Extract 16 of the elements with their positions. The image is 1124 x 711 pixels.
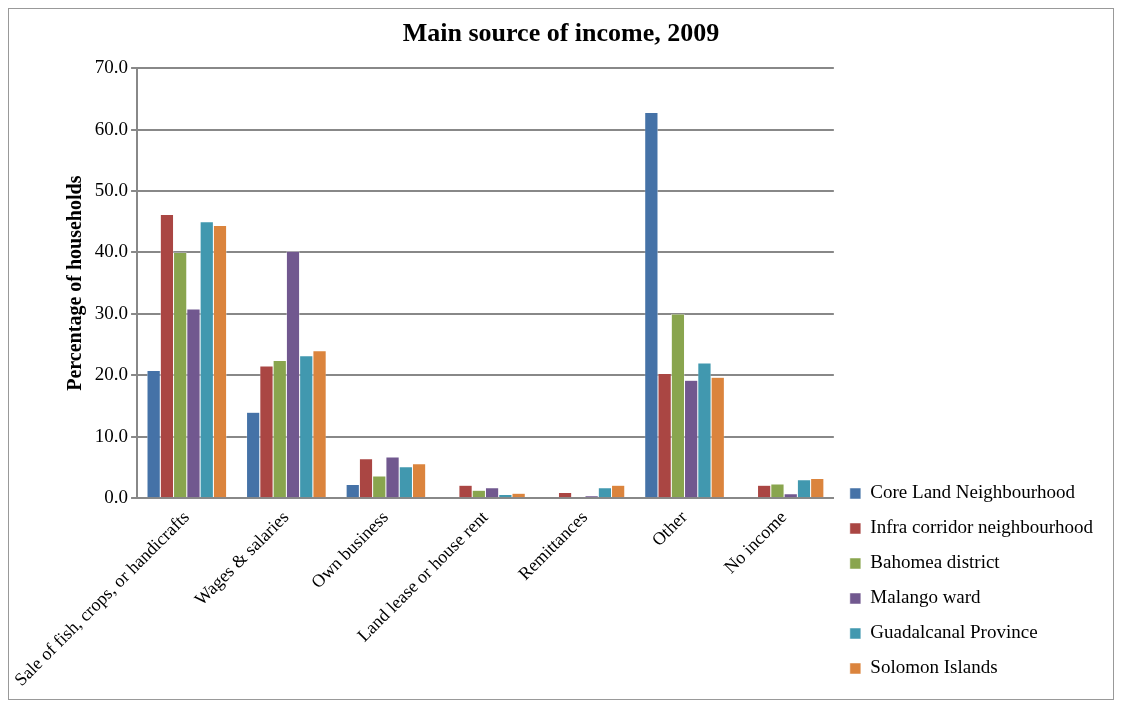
legend-label: Infra corridor neighbourhood: [870, 516, 1094, 538]
y-axis-title: Percentage of households: [62, 175, 86, 391]
y-tick-label: 30.0: [94, 301, 129, 323]
legend-label: Core Land Neighbourhood: [870, 481, 1076, 503]
y-tick-label: 20.0: [94, 363, 129, 385]
y-tick-label: 10.0: [94, 424, 129, 446]
legend-label: Solomon Islands: [870, 656, 998, 678]
legend-label: Bahomea district: [870, 551, 1001, 573]
y-tick-label: 50.0: [94, 179, 129, 201]
y-tick-label: 70.0: [94, 56, 129, 78]
legend-label: Malango ward: [870, 586, 982, 608]
y-tick-label: 0.0: [104, 486, 129, 508]
y-tick-label: 40.0: [94, 240, 129, 262]
legend-label: Guadalcanal Province: [870, 621, 1038, 643]
chart-title: Main source of income, 2009: [402, 18, 720, 48]
y-tick-label: 60.0: [94, 117, 129, 139]
